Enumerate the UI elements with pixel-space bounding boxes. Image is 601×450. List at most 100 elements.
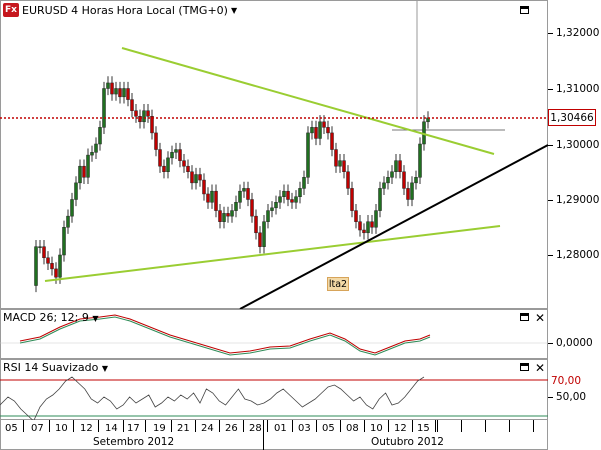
price-tick [548,89,553,90]
rsi-panel[interactable] [0,359,548,420]
maximize-icon[interactable] [520,363,529,371]
candle-body [338,160,342,167]
candle-body [42,246,46,259]
candle-body [346,171,350,189]
candle-body [286,190,290,200]
candle-body [62,227,66,256]
candle-body [274,202,278,209]
maximize-icon[interactable] [520,6,529,14]
time-axis-separator [437,420,438,432]
time-axis-separator [267,420,268,432]
candle-body [214,190,218,211]
candle-body [206,193,210,203]
candle-body [290,199,294,203]
candle-body [174,149,178,153]
time-axis-separator [461,420,462,432]
time-axis-separator [533,420,534,432]
time-axis-day-label: 26 [225,423,238,434]
candle-body [374,210,378,228]
candle-body [158,149,162,167]
candle-body [314,127,318,139]
candle-body [54,268,58,278]
candle-body [406,188,410,200]
macd-panel[interactable] [0,309,548,359]
candle-body [326,127,330,134]
month-separator [263,420,264,450]
candle-body [202,179,206,195]
close-icon[interactable]: ✕ [535,361,546,375]
candle-body [250,199,254,217]
macd-title[interactable]: MACD 26; 12; 9 ▼ [3,311,99,324]
candle-body [242,188,246,192]
time-axis-day-label: 10 [370,423,383,434]
macd-axis-label: 0,0000 [556,337,593,349]
price-axis-label: 1,30000 [556,139,600,151]
price-axis-label: 1,28000 [556,249,600,261]
time-axis-day-label: 15 [417,423,430,434]
candle-body [246,188,250,200]
time-axis-separator [23,420,24,432]
rsi-title[interactable]: RSI 14 Suavizado ▼ [3,361,108,374]
candle-body [234,202,238,211]
rsi-chart [0,376,548,420]
price-axis-label: 1,32000 [556,27,600,39]
chart-title-bar[interactable]: Fx EURUSD 4 Horas Hora Local (TMG+0) ▼ [3,3,240,17]
chart-symbol: EURUSD [22,3,69,17]
time-axis-separator [171,420,172,432]
time-axis-separator [388,420,389,432]
macd-axis: 0,0000 [548,309,601,359]
price-chart[interactable] [0,0,548,309]
candle-body [50,263,54,270]
chart-timeframe: 4 Horas [71,3,114,17]
candle-body [294,196,298,203]
price-tick [548,145,553,146]
time-axis-separator [509,420,510,432]
candle-body [66,215,70,228]
candle-body [262,221,266,247]
candle-body [166,157,170,172]
candle-body [282,190,286,197]
close-icon[interactable]: ✕ [535,311,546,325]
candle-body [226,213,230,217]
candle-body [394,160,398,172]
candle-body [310,127,314,134]
candle-body [254,215,258,234]
time-axis-month-label: Setembro 2012 [93,436,175,448]
candle-body [86,154,90,178]
maximize-icon[interactable] [520,313,529,321]
time-axis: 05 07 10 12 14 17 19 21 24 26 28 01 03 05 08 10 12 15 Sete… [0,420,548,450]
candle-body [230,210,234,217]
time-axis-separator [435,420,436,432]
annotation-lta2[interactable]: lta2 [327,277,349,291]
chart-timezone: Hora Local (TMG+0) [116,3,228,17]
candle-body [222,213,226,222]
chevron-down-icon[interactable]: ▼ [230,5,238,15]
candle-body [82,165,86,178]
candle-body [334,149,338,167]
time-axis-day-label: 12 [80,423,93,434]
candle-body [134,110,138,117]
time-axis-separator [364,420,365,432]
candle-body [414,177,418,184]
rsi-line [0,376,425,420]
candle-body [34,246,38,286]
time-axis-day-label: 14 [105,423,118,434]
time-axis-day-label: 21 [177,423,190,434]
candle-body [398,160,402,172]
price-axis-label: 1,29000 [556,194,600,206]
time-axis-day-label: 05 [5,423,18,434]
rsi-title-text: RSI 14 Suavizado [3,361,99,374]
candle-body [170,152,174,159]
time-axis-separator [195,420,196,432]
chevron-down-icon[interactable]: ▼ [92,314,99,323]
candle-body [362,229,366,234]
candle-body [378,188,382,211]
candle-body [58,254,62,278]
rsi-axis-label: 50,00 [556,391,587,403]
candle-body [38,246,42,248]
candle-body [198,174,202,181]
candle-body [278,196,282,203]
price-tick [548,200,553,201]
candle-body [162,165,166,172]
chevron-down-icon[interactable]: ▼ [101,364,109,373]
